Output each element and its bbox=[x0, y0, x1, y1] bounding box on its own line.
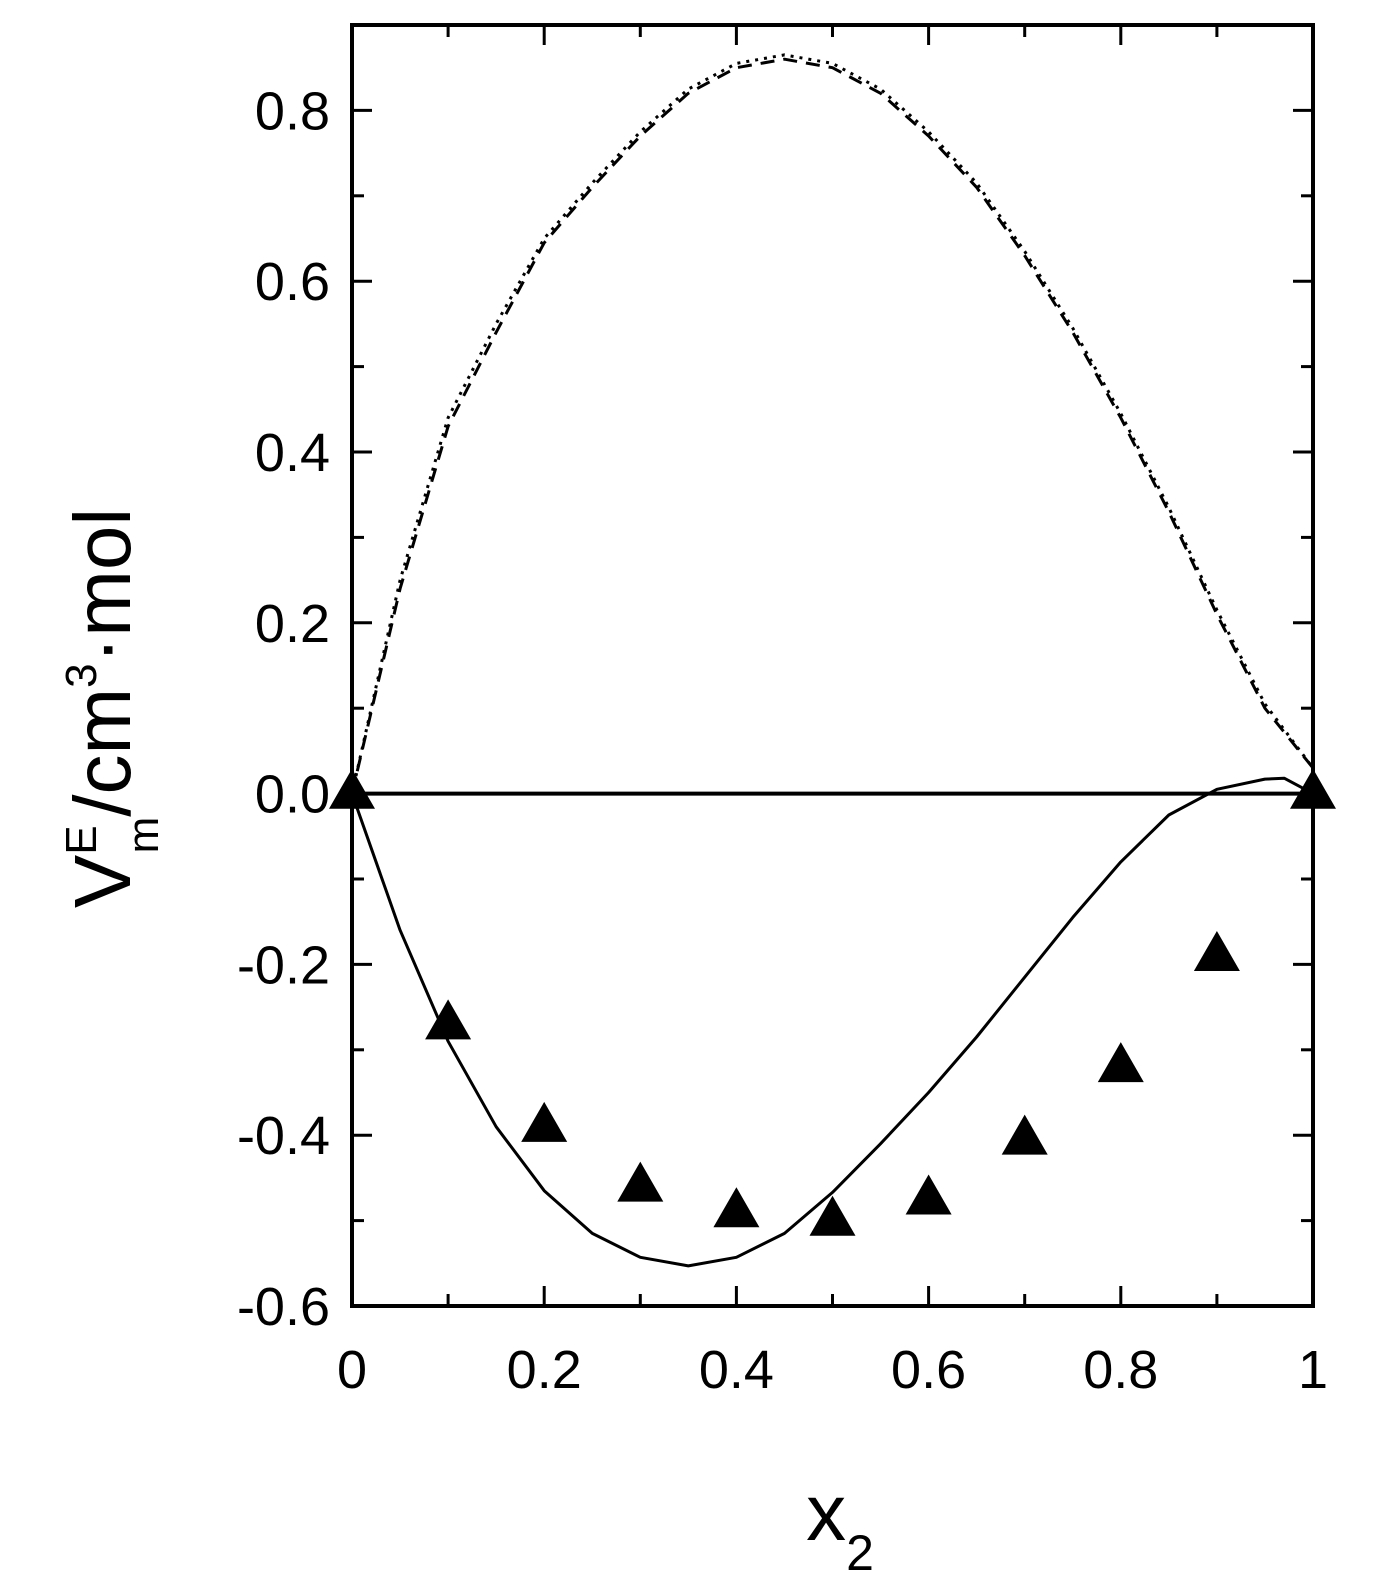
data-point-3 bbox=[617, 1161, 664, 1202]
y-axis-title-rest: /cm bbox=[58, 688, 147, 817]
data-point-4 bbox=[713, 1187, 760, 1228]
plot-frame bbox=[350, 23, 1315, 1308]
series-line-solid bbox=[350, 776, 1314, 1268]
y-axis-title-rest-sup: 3 bbox=[57, 663, 106, 687]
y-tick-label: 0.2 bbox=[255, 594, 330, 654]
data-point-7 bbox=[1001, 1114, 1048, 1155]
x-tick-label: 1 bbox=[1298, 1340, 1328, 1400]
y-tick-label: -0.4 bbox=[237, 1106, 330, 1166]
y-tick-label: -0.6 bbox=[237, 1277, 330, 1337]
y-tick-label: -0.2 bbox=[237, 935, 330, 995]
series-line-dotted bbox=[350, 53, 1315, 794]
y-axis-title-sub: m bbox=[119, 817, 168, 854]
y-axis-title-tail: ·mol bbox=[58, 508, 147, 664]
data-point-8 bbox=[1097, 1042, 1144, 1083]
x-axis-title-sub: 2 bbox=[846, 1525, 874, 1581]
data-point-5 bbox=[809, 1195, 856, 1236]
y-tick-label: 0.4 bbox=[255, 423, 330, 483]
y-tick-label: 0.6 bbox=[255, 252, 330, 312]
data-point-6 bbox=[905, 1174, 952, 1215]
data-point-1 bbox=[425, 999, 472, 1040]
x-tick-label: 0.2 bbox=[507, 1340, 582, 1400]
y-axis-title: VE m/cm3·mol bbox=[57, 508, 168, 908]
series-line-dashed bbox=[350, 57, 1315, 794]
y-tick-label: 0.0 bbox=[255, 765, 330, 825]
x-axis-title: x2 bbox=[806, 1468, 874, 1581]
y-tick-label: 0.8 bbox=[255, 81, 330, 141]
x-tick-label: 0.4 bbox=[699, 1340, 774, 1400]
y-axis-title-main: V bbox=[58, 854, 147, 908]
x-tick-label: 0.8 bbox=[1083, 1340, 1158, 1400]
y-axis-title-sup: E bbox=[57, 825, 106, 854]
x-axis-title-main: x bbox=[806, 1468, 846, 1557]
data-point-2 bbox=[521, 1101, 568, 1142]
x-tick-label: 0.6 bbox=[891, 1340, 966, 1400]
plot-area: 0 0.2 0.4 0.6 0.8 1 -0.6 -0.4 -0.2 0.0 0.2 0.4 0.6 0.… bbox=[237, 23, 1336, 1400]
x-tick-label: 0 bbox=[337, 1340, 367, 1400]
data-point-9 bbox=[1193, 931, 1240, 972]
